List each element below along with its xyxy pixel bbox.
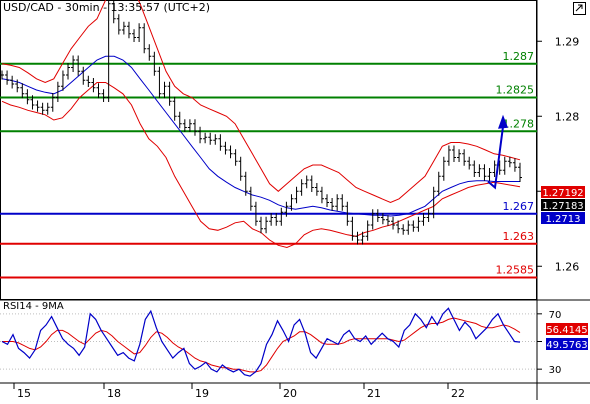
x-axis-label-1: 18 bbox=[107, 387, 121, 400]
level-label-0: 1.287 bbox=[503, 50, 535, 63]
forecast-arrow-line bbox=[487, 126, 504, 190]
price-tag-label-2: 1.2713 bbox=[546, 214, 581, 225]
rsi-tag-label-1: 49.5763 bbox=[546, 340, 587, 351]
level-label-5: 1.2585 bbox=[496, 264, 535, 277]
rsi-tag-box-0 bbox=[546, 323, 588, 335]
level-label-4: 1.263 bbox=[503, 230, 535, 243]
rsi-tag-box-1 bbox=[546, 338, 588, 350]
main-pane-border bbox=[0, 0, 537, 300]
window-corner-icon[interactable] bbox=[573, 2, 586, 15]
x-axis-label-2: 19 bbox=[195, 387, 209, 400]
rsi-ma-line bbox=[2, 317, 521, 373]
price-tag-box-1 bbox=[541, 199, 585, 211]
rsi-tag-label-0: 56.4145 bbox=[546, 325, 587, 336]
forecast-arrow-head bbox=[498, 114, 508, 129]
price-tag-box-0 bbox=[541, 186, 585, 198]
x-axis-label-0: 15 bbox=[17, 387, 31, 400]
x-axis-label-3: 20 bbox=[283, 387, 297, 400]
price-axis-label-0: 1.29 bbox=[555, 35, 580, 48]
rsi-line bbox=[1, 307, 521, 377]
chart-title: USD/CAD - 30min - 13:35:57 (UTC+2) bbox=[3, 1, 211, 14]
rsi-axis-label-0: 70 bbox=[549, 310, 562, 321]
level-label-3: 1.267 bbox=[503, 200, 535, 213]
rsi-title: RSI14 - 9MA bbox=[3, 301, 64, 312]
price-tag-label-1: 1.27183 bbox=[542, 201, 583, 212]
level-label-1: 1.2825 bbox=[496, 84, 535, 97]
price-axis-label-3: 1.26 bbox=[555, 260, 580, 273]
level-label-2: 1.278 bbox=[503, 117, 535, 130]
price-tag-label-0: 1.27192 bbox=[542, 188, 583, 199]
price-axis-label-1: 1.28 bbox=[555, 110, 580, 123]
bb-upper-line bbox=[1, 0, 521, 204]
rsi-axis-label-2: 30 bbox=[549, 365, 562, 376]
moving-average-line bbox=[1, 55, 520, 217]
x-axis-label-5: 22 bbox=[451, 387, 465, 400]
price-tag-box-2 bbox=[541, 212, 585, 224]
x-axis-label-4: 21 bbox=[367, 387, 381, 400]
